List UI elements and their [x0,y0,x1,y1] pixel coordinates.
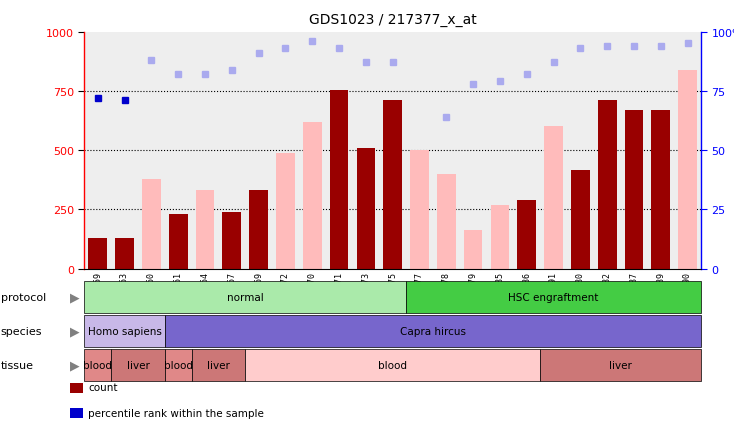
Bar [544,127,563,269]
Bar [490,205,509,269]
Bar [597,101,617,269]
Text: liver: liver [126,360,150,370]
Text: blood: blood [378,360,407,370]
Text: percentile rank within the sample: percentile rank within the sample [88,408,264,418]
Text: protocol: protocol [1,293,46,302]
Text: blood: blood [164,360,193,370]
Text: species: species [1,326,43,336]
Bar [276,153,295,269]
Bar [383,101,402,269]
Bar [88,238,107,269]
Text: ▶: ▶ [70,325,79,338]
Bar [357,148,375,269]
Text: liver: liver [609,360,632,370]
Bar [678,70,697,269]
Text: value, Detection Call = ABSENT: value, Detection Call = ABSENT [88,433,253,434]
Bar [464,230,482,269]
Text: normal: normal [227,293,264,302]
Bar [651,111,670,269]
Bar [142,179,161,269]
Bar [169,215,188,269]
Bar [571,171,589,269]
Text: HSC engraftment: HSC engraftment [509,293,599,302]
Text: Homo sapiens: Homo sapiens [87,326,161,336]
Text: count: count [88,383,117,392]
Bar [250,191,268,269]
Text: blood: blood [84,360,112,370]
Bar [196,191,214,269]
Bar [410,151,429,269]
Text: liver: liver [207,360,230,370]
Bar [437,174,456,269]
Bar [625,111,643,269]
Text: tissue: tissue [1,360,34,370]
Text: ▶: ▶ [70,359,79,372]
Text: Capra hircus: Capra hircus [400,326,466,336]
Bar [517,201,536,269]
Bar [222,212,241,269]
Bar [303,122,321,269]
Bar [115,238,134,269]
Bar [330,91,349,269]
Text: ▶: ▶ [70,291,79,304]
Text: GDS1023 / 217377_x_at: GDS1023 / 217377_x_at [309,13,476,27]
